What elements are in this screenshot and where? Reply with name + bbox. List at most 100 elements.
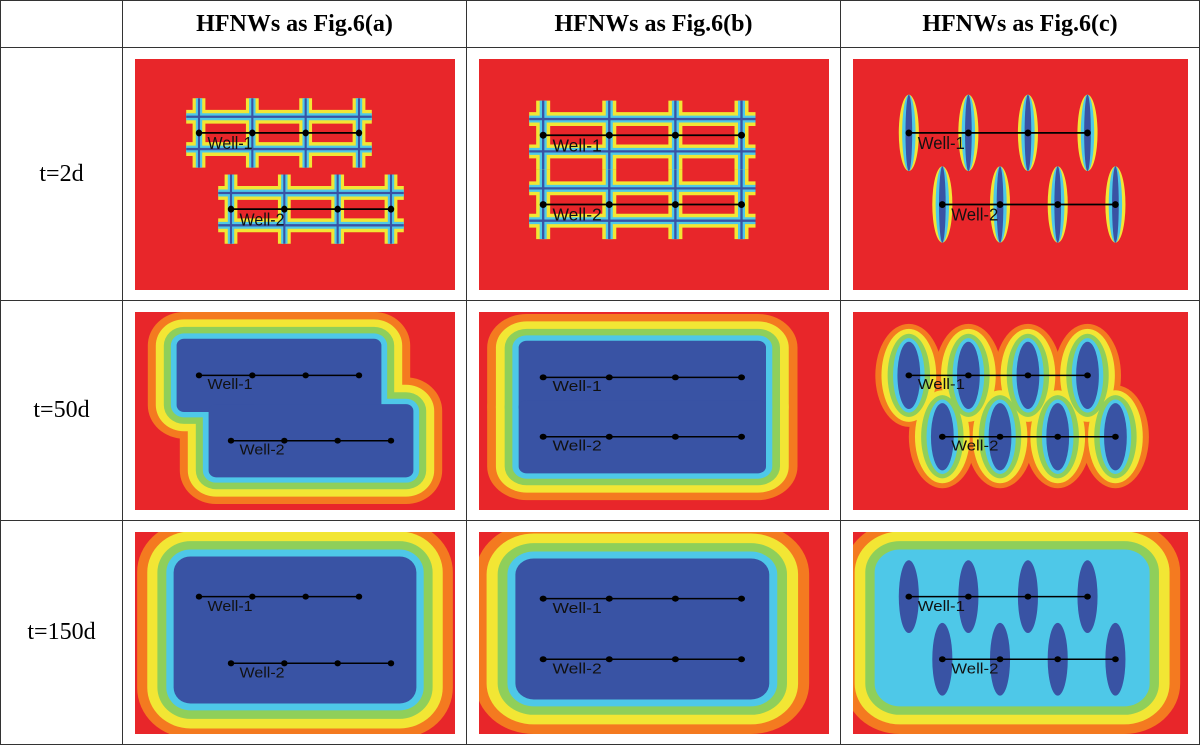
- image-cell: Well-1 Well-2: [467, 521, 841, 745]
- well-node: [738, 595, 745, 602]
- image-cell: Well-1 Well-2: [123, 48, 467, 301]
- well-node: [605, 131, 613, 139]
- well-node: [605, 656, 613, 663]
- well-node: [227, 660, 235, 667]
- well-node: [539, 131, 547, 139]
- well-node: [738, 433, 745, 440]
- well-node: [671, 433, 679, 440]
- well-node: [671, 595, 679, 602]
- well-node: [334, 660, 341, 667]
- well-node: [938, 433, 946, 440]
- well-label: Well-1: [918, 134, 965, 153]
- well-label: Well-2: [240, 665, 285, 682]
- well-node: [539, 201, 547, 208]
- well-node: [605, 595, 613, 602]
- well-node: [539, 656, 547, 663]
- image-cell: Well-1 Well-2: [467, 301, 841, 521]
- well-node: [1024, 129, 1032, 137]
- well-label: Well-1: [918, 598, 965, 614]
- well-node: [355, 372, 363, 379]
- well-node: [387, 437, 395, 444]
- well-node: [355, 129, 363, 137]
- well-node: [387, 660, 395, 667]
- well-node: [738, 131, 745, 139]
- well-node: [334, 437, 341, 444]
- well-node: [281, 660, 288, 667]
- well-node: [738, 656, 745, 663]
- pressure-map: Well-1 Well-2: [479, 59, 829, 290]
- well-node: [539, 433, 547, 440]
- well-node: [1054, 656, 1062, 663]
- well-node: [965, 129, 972, 137]
- image-cell: Well-1 Well-2: [841, 48, 1200, 301]
- pressure-map: Well-1 Well-2: [135, 312, 455, 510]
- well-node: [938, 656, 946, 663]
- well-node: [302, 372, 309, 379]
- pressure-map: Well-1 Well-2: [853, 312, 1188, 510]
- well-label: Well-1: [208, 598, 253, 615]
- well-node: [965, 593, 972, 600]
- background: [135, 59, 455, 290]
- well-node: [605, 374, 613, 381]
- well-node: [539, 595, 547, 602]
- well-label: Well-1: [553, 135, 602, 155]
- well-label: Well-2: [240, 210, 285, 230]
- well-node: [605, 201, 613, 208]
- well-node: [249, 372, 256, 379]
- well-label: Well-2: [553, 660, 602, 677]
- well-node: [905, 593, 913, 600]
- image-cell: Well-1 Well-2: [841, 521, 1200, 745]
- well-node: [671, 131, 679, 139]
- well-label: Well-2: [951, 661, 998, 677]
- pressure-map: Well-1 Well-2: [135, 532, 455, 734]
- well-node: [1084, 129, 1091, 137]
- column-header: HFNWs as Fig.6(a): [123, 1, 467, 48]
- column-header: HFNWs as Fig.6(b): [467, 1, 841, 48]
- well-node: [605, 433, 613, 440]
- well-node: [996, 656, 1004, 663]
- well-node: [195, 593, 203, 600]
- well-node: [1084, 372, 1091, 379]
- well-label: Well-1: [208, 377, 253, 393]
- well-node: [671, 656, 679, 663]
- background: [479, 59, 829, 290]
- well-node: [905, 129, 913, 137]
- pressure-map: Well-1 Well-2: [479, 312, 829, 510]
- well-node: [996, 433, 1004, 440]
- image-cell: Well-1 Well-2: [123, 301, 467, 521]
- row-label: t=150d: [1, 521, 123, 745]
- well-node: [671, 201, 679, 208]
- well-label: Well-1: [918, 377, 965, 393]
- well-node: [227, 205, 235, 213]
- well-node: [281, 437, 288, 444]
- well-node: [1054, 201, 1062, 208]
- row-label: t=50d: [1, 301, 123, 521]
- pressure-map: Well-1 Well-2: [853, 532, 1188, 734]
- well-node: [195, 129, 203, 137]
- well-node: [387, 205, 395, 213]
- well-node: [302, 593, 309, 600]
- image-cell: Well-1 Well-2: [467, 48, 841, 301]
- well-label: Well-1: [553, 378, 602, 394]
- well-node: [738, 201, 745, 208]
- well-label: Well-2: [240, 442, 285, 458]
- column-header: HFNWs as Fig.6(c): [841, 1, 1200, 48]
- well-node: [334, 205, 341, 213]
- pressure-zone: [515, 558, 770, 700]
- well-node: [1054, 433, 1062, 440]
- image-cell: Well-1 Well-2: [841, 301, 1200, 521]
- well-label: Well-2: [553, 438, 602, 454]
- well-label: Well-2: [951, 205, 998, 224]
- well-node: [671, 374, 679, 381]
- well-node: [905, 372, 913, 379]
- pressure-zone: [173, 556, 417, 704]
- pressure-map: Well-1 Well-2: [135, 59, 455, 290]
- well-node: [249, 593, 256, 600]
- well-node: [1112, 201, 1119, 208]
- pressure-map: Well-1 Well-2: [479, 532, 829, 734]
- pressure-map: Well-1 Well-2: [853, 59, 1188, 290]
- well-node: [539, 374, 547, 381]
- well-label: Well-1: [553, 600, 602, 617]
- well-label: Well-1: [208, 134, 253, 154]
